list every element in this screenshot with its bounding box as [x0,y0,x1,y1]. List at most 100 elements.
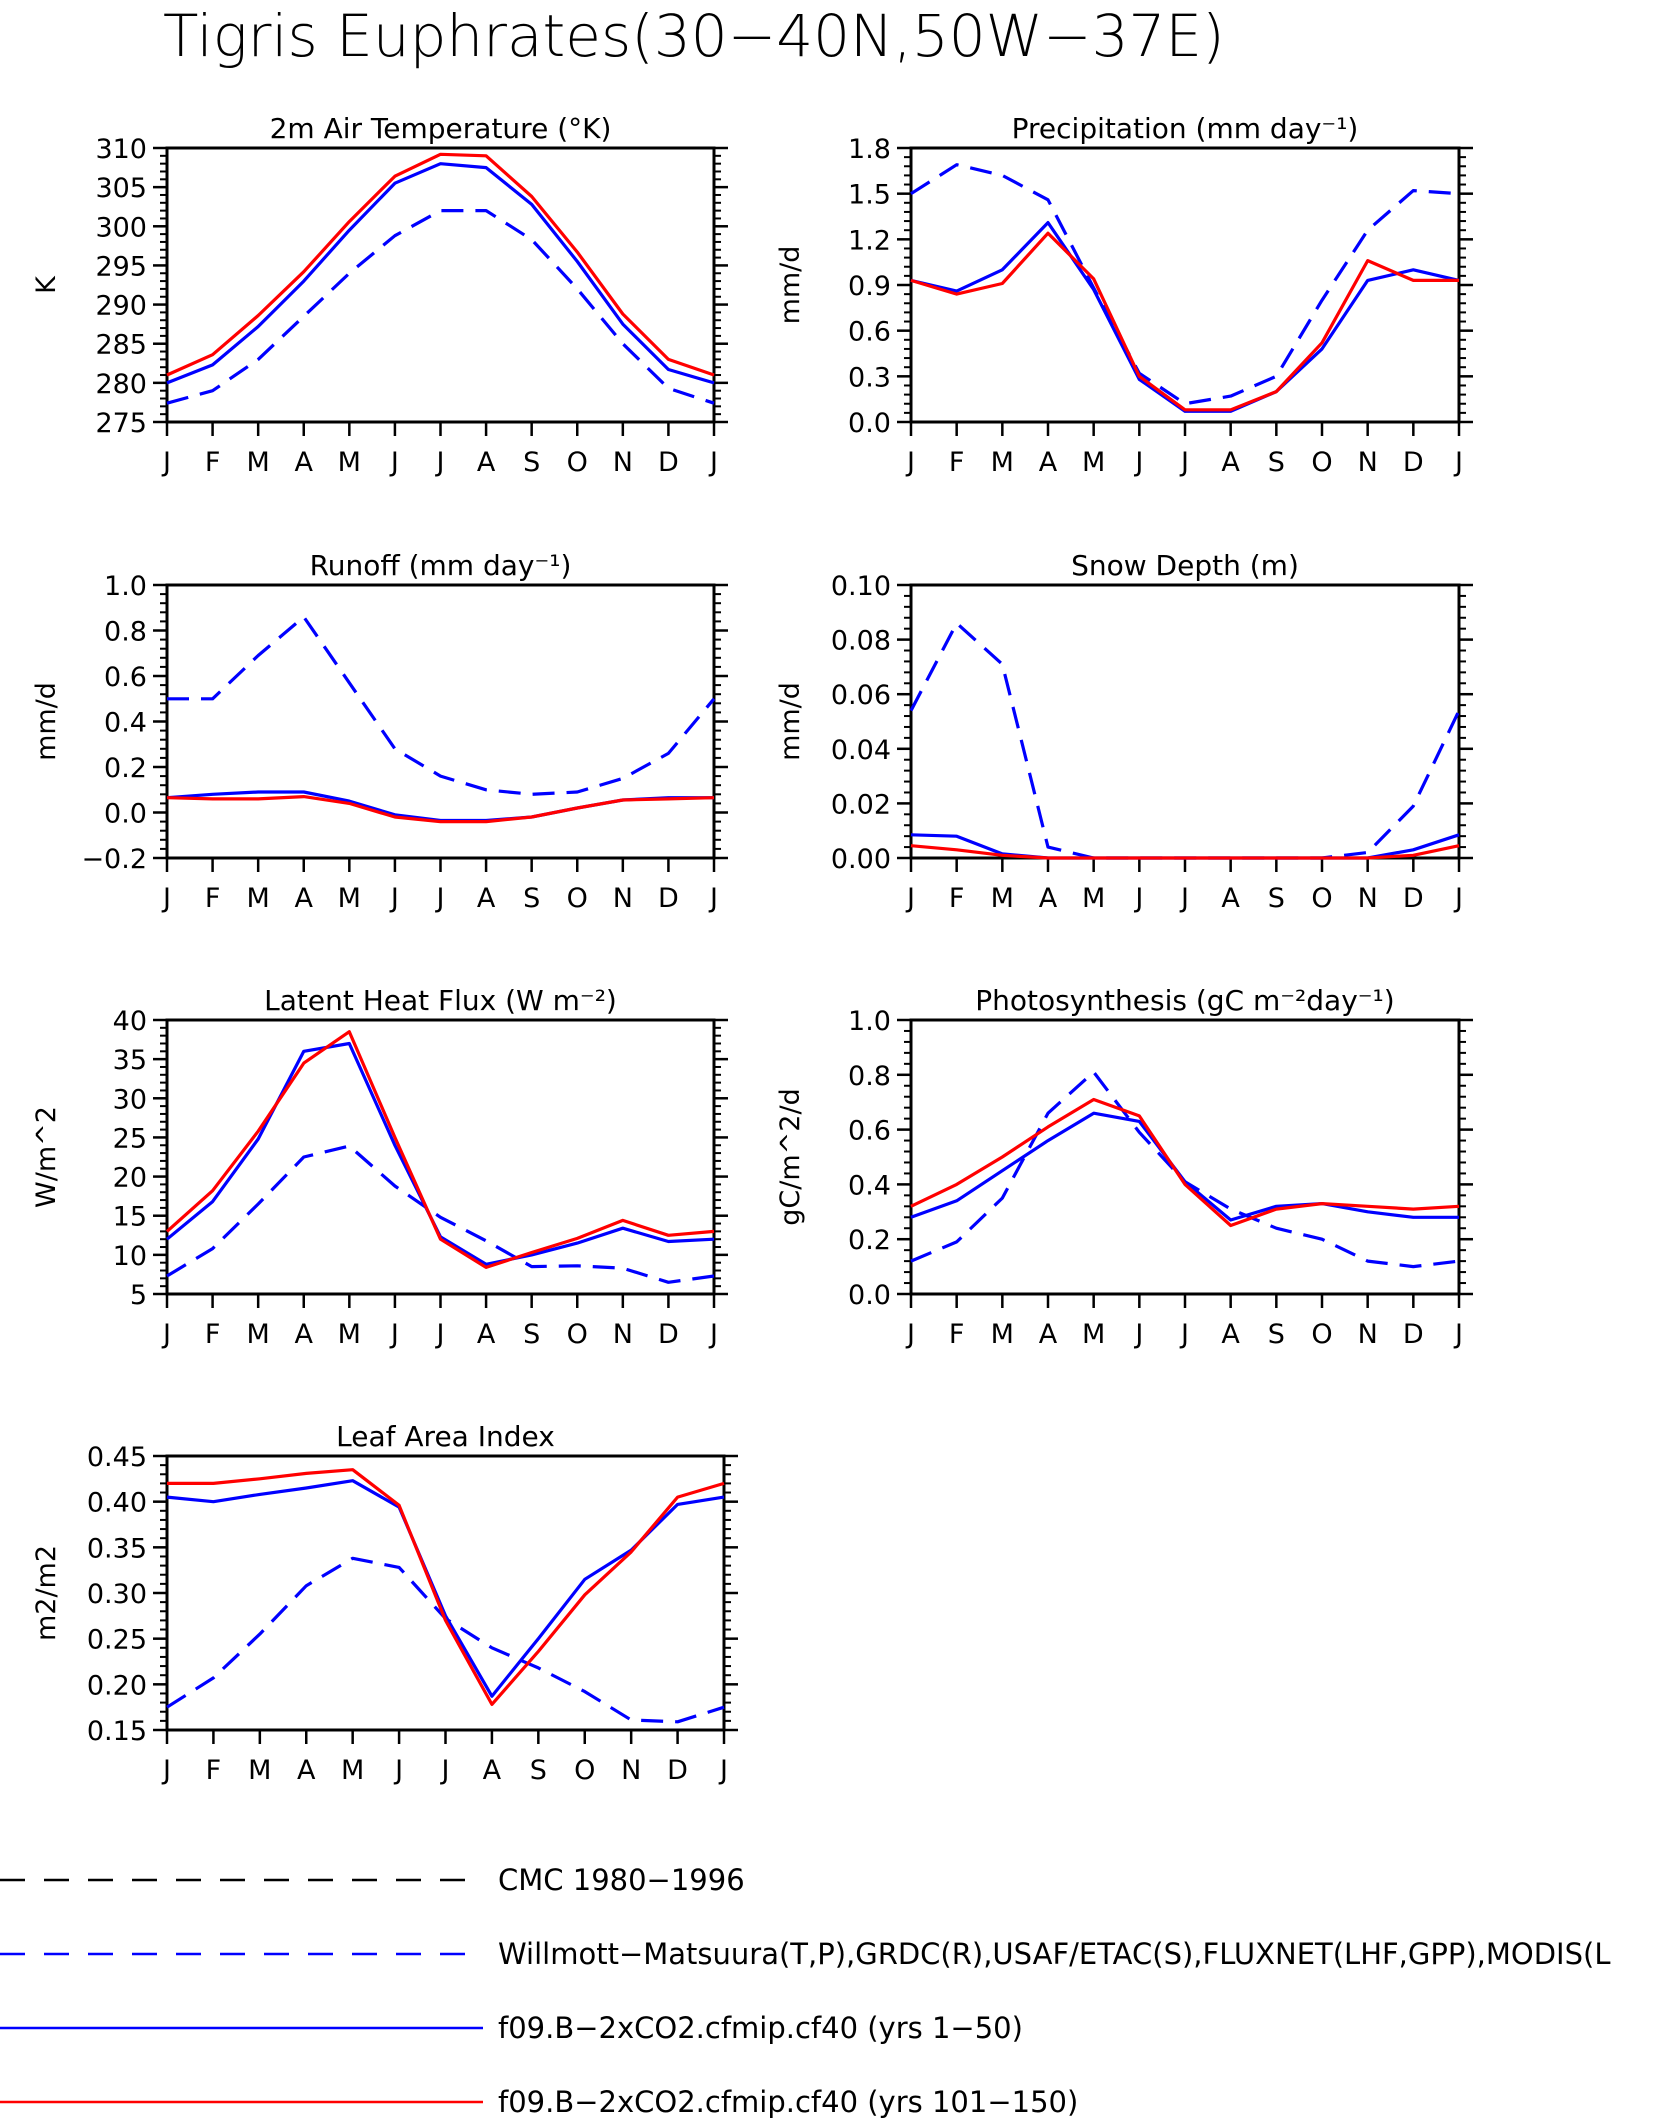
panel-6: Photosynthesis (gC m⁻²day⁻¹) 0.0 0.2 0.4 0.6… [775,984,1473,1350]
x-tick-label: O [1311,883,1332,914]
plot-frame [165,583,716,860]
x-tick-label: D [658,883,679,914]
x-tick-label: D [658,1319,679,1350]
x-tick-label: J [389,447,399,478]
x-tick-label: N [1358,1319,1378,1350]
x-tick-label: S [1268,883,1285,914]
x-tick-label: J [905,1319,915,1350]
x-tick-label: A [1039,447,1058,478]
y-tick-label: 285 [95,330,147,361]
series-line-3 [910,231,1459,412]
x-tick-label: A [297,1755,316,1786]
x-tick-label: M [247,447,270,478]
panel-4: Snow Depth (m) 0.00 0.02 0.04 0.06 0.08 0.10 J F… [775,549,1473,914]
x-tick-label: J [1179,883,1189,914]
y-tick-label: 0.4 [104,708,147,739]
x-tick-label: M [248,1755,271,1786]
panel-title: Photosynthesis (gC m⁻²day⁻¹) [975,984,1394,1017]
x-tick-label: M [338,1319,361,1350]
y-tick-label: 290 [95,291,147,322]
y-tick-label: 25 [113,1123,147,1154]
x-tick-label: J [389,883,399,914]
x-tick-label: F [205,1319,221,1350]
y-tick-label: 275 [95,408,147,439]
y-tick-label: 0.0 [848,408,891,439]
x-tick-label: D [1403,883,1424,914]
y-tick-label: 0.2 [848,1225,891,1256]
x-tick-label: J [905,447,915,478]
y-tick-label: 0.6 [848,1116,891,1147]
x-tick-label: J [708,883,718,914]
x-tick-label: J [1453,1319,1463,1350]
x-tick-label: N [1358,447,1378,478]
plot-frame [165,146,716,424]
y-tick-label: 0.04 [831,735,891,766]
x-tick-label: J [435,883,445,914]
series-line-2 [166,790,714,823]
y-tick-label: 20 [113,1163,147,1194]
x-tick-label: A [295,883,314,914]
x-tick-label: J [1179,447,1189,478]
x-tick-label: J [161,1319,171,1350]
y-tick-label: 0.02 [831,789,891,820]
series-line-1 [166,209,715,405]
x-tick-label: M [338,883,361,914]
x-tick-label: M [1082,883,1105,914]
y-tick-label: 1.0 [104,571,147,602]
x-tick-label: S [1268,447,1285,478]
panel-2: Precipitation (mm day⁻¹) 0.0 0.3 0.6 0.9 1.2 1… [775,112,1473,478]
x-tick-label: S [1268,1319,1285,1350]
x-tick-label: M [341,1755,364,1786]
x-tick-label: F [949,1319,965,1350]
x-tick-label: J [1453,883,1463,914]
y-tick-label: 280 [95,369,147,400]
y-tick-label: 0.8 [104,617,147,648]
x-tick-label: A [1221,447,1240,478]
series-line-3 [910,1097,1460,1228]
y-tick-label: 1.0 [848,1006,891,1037]
x-tick-label: M [1082,1319,1105,1350]
y-tick-label: 35 [113,1045,147,1076]
panel-title: Snow Depth (m) [1071,549,1299,582]
y-tick-label: 305 [95,173,147,204]
x-tick-label: O [567,883,588,914]
panel-title: Leaf Area Index [336,1420,555,1453]
x-tick-label: D [1403,1319,1424,1350]
x-tick-label: J [1133,447,1143,478]
x-tick-label: J [708,447,718,478]
x-tick-label: J [161,883,171,914]
x-tick-label: J [718,1755,728,1786]
y-tick-label: 0.9 [848,271,891,302]
legend-label-4: f09.B−2xCO2.cfmip.cf40 (yrs 101−150) [498,2085,1078,2119]
x-tick-label: N [613,883,633,914]
x-tick-label: F [206,1755,222,1786]
y-tick-label: 1.2 [848,225,891,256]
x-tick-label: J [708,1319,718,1350]
x-tick-label: J [161,447,171,478]
y-axis-label: mm/d [775,246,806,325]
x-tick-label: A [477,883,496,914]
y-tick-label: 5 [130,1280,147,1311]
y-tick-label: 0.35 [87,1533,147,1564]
legend-label-1: CMC 1980−1996 [498,1863,745,1897]
y-tick-label: 0.0 [848,1280,891,1311]
panel-1: 2m Air Temperature (°K) 275 280 285 290 295 30… [31,112,728,478]
y-tick-label: 10 [113,1241,147,1272]
y-tick-label: 0.08 [831,626,891,657]
x-tick-label: O [1311,447,1332,478]
x-tick-label: N [613,447,633,478]
plot-frame [909,1018,1461,1296]
series-line-3 [166,794,715,824]
x-tick-label: M [991,883,1014,914]
y-tick-label: 0.00 [831,844,891,875]
series-line-2 [910,221,1460,413]
x-tick-label: M [247,883,270,914]
panels-group: 2m Air Temperature (°K) 275 280 285 290 295 30… [31,112,1473,1786]
x-tick-label: M [247,1319,270,1350]
y-tick-label: 15 [113,1202,147,1233]
series-line-2 [910,1111,1459,1222]
x-tick-label: J [161,1755,171,1786]
x-tick-label: A [483,1755,502,1786]
y-axis-label: mm/d [31,682,62,761]
